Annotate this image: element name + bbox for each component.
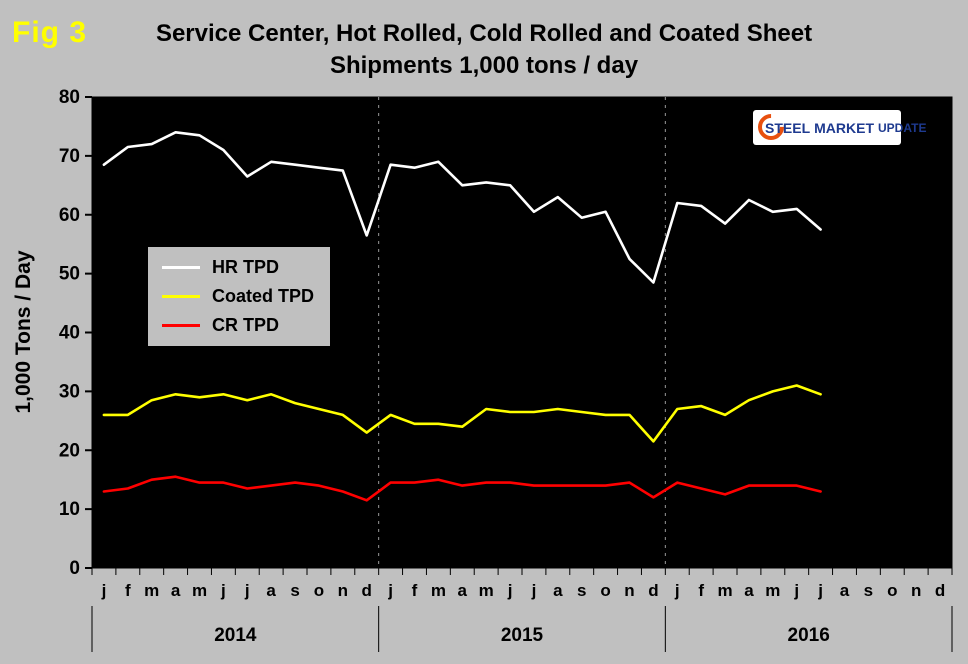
month-label: f	[125, 581, 131, 600]
coated-line-swatch-icon	[162, 295, 200, 298]
month-label: o	[600, 581, 610, 600]
series-line-cr-tpd	[102, 475, 822, 502]
cr-line-swatch-icon	[162, 324, 200, 327]
month-label: n	[338, 581, 348, 600]
figure-label: Fig 3	[12, 16, 88, 49]
month-label: a	[171, 581, 181, 600]
month-label: d	[362, 581, 372, 600]
month-label: d	[935, 581, 945, 600]
legend-item-cr-tpd: CR TPD	[148, 315, 330, 336]
year-label: 2016	[788, 625, 830, 646]
month-label: a	[458, 581, 468, 600]
chart-title: Service Center, Hot Rolled, Cold Rolled …	[0, 18, 968, 83]
month-label: m	[431, 581, 446, 600]
chart-title-line1: Service Center, Hot Rolled, Cold Rolled …	[155, 20, 813, 47]
y-tick-label: 70	[59, 146, 80, 167]
legend-label-cr-tpd: CR TPD	[212, 315, 279, 335]
month-label: a	[744, 581, 754, 600]
month-label: m	[144, 581, 159, 600]
month-label: j	[244, 581, 250, 600]
steel-market-update-logo: STEEL MARKET UPDATE	[752, 108, 926, 146]
month-label: m	[717, 581, 732, 600]
y-tick-label: 40	[59, 323, 80, 344]
y-tick-label: 10	[59, 499, 80, 520]
month-label: f	[412, 581, 418, 600]
legend-item-coated-tpd: Coated TPD	[148, 286, 330, 307]
y-tick-label: 60	[59, 205, 80, 226]
month-label: o	[314, 581, 324, 600]
month-label: a	[553, 581, 563, 600]
legend: HR TPD Coated TPD CR TPD	[148, 247, 330, 346]
month-label: a	[266, 581, 276, 600]
legend-item-hr-tpd: HR TPD	[148, 257, 330, 278]
month-label: a	[840, 581, 850, 600]
year-label: 2014	[214, 625, 257, 646]
month-label: j	[387, 581, 393, 600]
y-tick-label: 20	[59, 440, 80, 461]
month-label: j	[793, 581, 799, 600]
month-label: d	[648, 581, 658, 600]
y-tick-label: 50	[59, 264, 80, 285]
month-label: m	[192, 581, 207, 600]
legend-label-hr-tpd: HR TPD	[212, 257, 279, 277]
series-line-coated-tpd	[102, 384, 822, 443]
month-label: j	[674, 581, 680, 600]
month-label: s	[864, 581, 873, 600]
month-label: n	[624, 581, 634, 600]
month-label: o	[887, 581, 897, 600]
month-label: s	[290, 581, 299, 600]
logo-word-steel: STEEL	[765, 119, 811, 136]
month-label: f	[698, 581, 704, 600]
month-label: j	[101, 581, 107, 600]
hr-line-swatch-icon	[162, 266, 200, 269]
month-label: n	[911, 581, 921, 600]
month-label: m	[479, 581, 494, 600]
month-label: j	[817, 581, 823, 600]
legend-label-coated-tpd: Coated TPD	[212, 286, 315, 306]
month-label: j	[531, 581, 537, 600]
month-label: j	[507, 581, 513, 600]
series-line-hr-tpd	[102, 131, 822, 284]
logo-word-update: UPDATE	[878, 120, 927, 135]
logo-word-market: MARKET	[814, 119, 875, 136]
y-tick-label: 30	[59, 381, 80, 402]
y-axis-title: 1,000 Tons / Day	[12, 250, 35, 414]
year-label: 2015	[501, 625, 544, 646]
month-label: m	[765, 581, 780, 600]
y-tick-label: 0	[69, 558, 80, 579]
y-tick-label: 80	[59, 87, 80, 108]
month-label: s	[577, 581, 586, 600]
month-label: j	[220, 581, 226, 600]
chart-title-line2: Shipments 1,000 tons / day	[329, 52, 639, 80]
